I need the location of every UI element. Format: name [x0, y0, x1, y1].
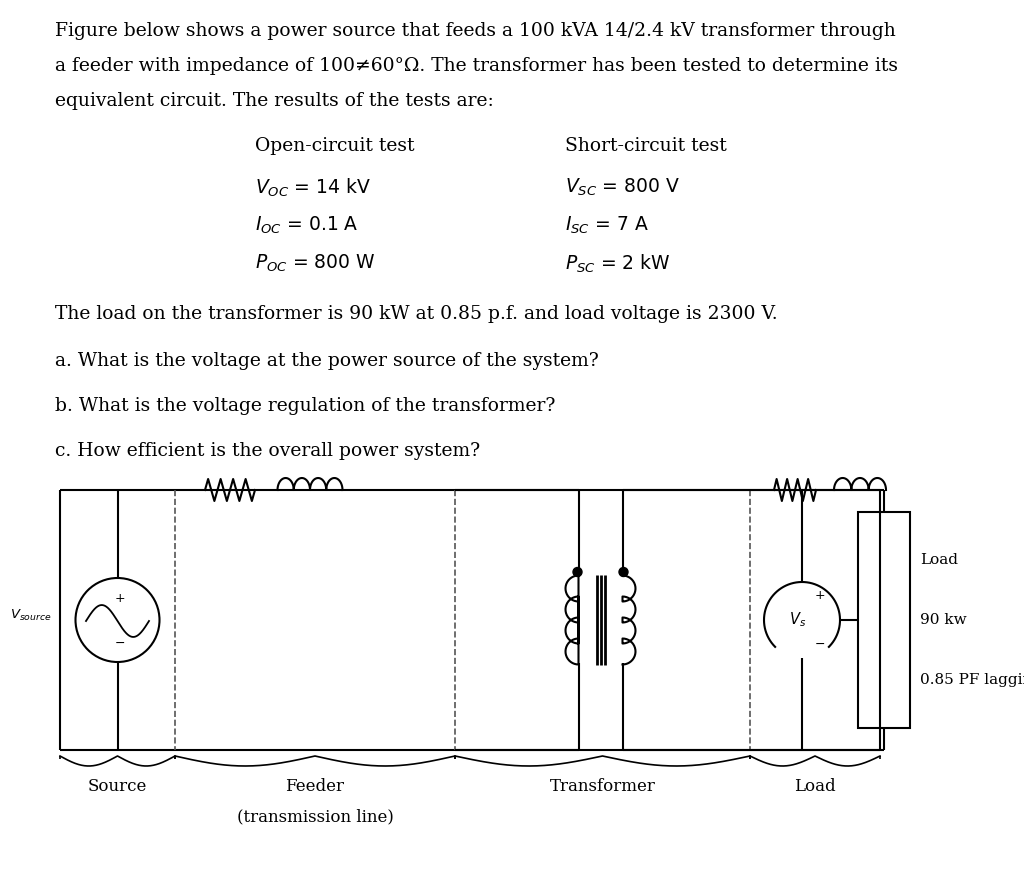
Text: (transmission line): (transmission line) — [237, 808, 393, 825]
Text: Load: Load — [795, 778, 836, 795]
Text: $P_{SC}$ = 2 kW: $P_{SC}$ = 2 kW — [565, 253, 671, 275]
Text: $V_{source}$: $V_{source}$ — [10, 607, 52, 622]
Text: Source: Source — [88, 778, 147, 795]
Text: b. What is the voltage regulation of the transformer?: b. What is the voltage regulation of the… — [55, 397, 555, 415]
Text: 0.85 PF lagging: 0.85 PF lagging — [920, 673, 1024, 687]
Text: a. What is the voltage at the power source of the system?: a. What is the voltage at the power sour… — [55, 352, 599, 370]
Text: Load: Load — [920, 553, 958, 567]
Text: Feeder: Feeder — [286, 778, 344, 795]
Text: c. How efficient is the overall power system?: c. How efficient is the overall power sy… — [55, 442, 480, 460]
Text: +: + — [115, 591, 125, 605]
Text: $V_s$: $V_s$ — [790, 611, 807, 629]
Text: $V_{SC}$ = 800 V: $V_{SC}$ = 800 V — [565, 177, 680, 198]
Text: 90 kw: 90 kw — [920, 613, 967, 627]
Text: $P_{OC}$ = 800 W: $P_{OC}$ = 800 W — [255, 253, 376, 275]
Text: The load on the transformer is 90 kW at 0.85 p.f. and load voltage is 2300 V.: The load on the transformer is 90 kW at … — [55, 305, 777, 323]
Text: Open-circuit test: Open-circuit test — [255, 137, 415, 155]
Circle shape — [618, 568, 628, 576]
Text: $V_{OC}$ = 14 kV: $V_{OC}$ = 14 kV — [255, 177, 371, 199]
Text: Transformer: Transformer — [550, 778, 655, 795]
Text: −: − — [115, 636, 125, 649]
Text: +: + — [815, 589, 825, 602]
Text: $I_{SC}$ = 7 A: $I_{SC}$ = 7 A — [565, 215, 649, 237]
Text: a feeder with impedance of 100≠60°Ω. The transformer has been tested to determin: a feeder with impedance of 100≠60°Ω. The… — [55, 57, 898, 75]
Text: equivalent circuit. The results of the tests are:: equivalent circuit. The results of the t… — [55, 92, 494, 110]
Text: $I_{OC}$ = 0.1 A: $I_{OC}$ = 0.1 A — [255, 215, 358, 237]
Text: Short-circuit test: Short-circuit test — [565, 137, 727, 155]
Circle shape — [573, 568, 582, 576]
Bar — [858, 512, 910, 728]
Text: Figure below shows a power source that feeds a 100 kVA 14/2.4 kV transformer thr: Figure below shows a power source that f… — [55, 22, 896, 40]
Text: −: − — [815, 638, 825, 651]
